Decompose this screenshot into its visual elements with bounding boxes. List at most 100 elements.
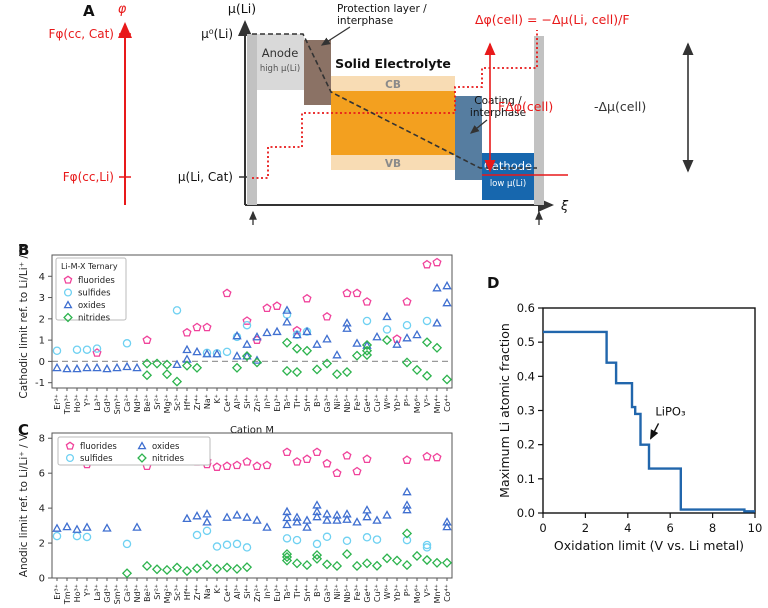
x-tick-label: 4 [624,521,631,535]
x-axis-label: Cation M [230,425,274,436]
y-tick-label: 4 [39,504,45,515]
mu-cat-label: μ(Li, Cat) [178,170,233,184]
x-category-label: Nd³⁺ [133,584,142,603]
plot-frame [542,307,756,514]
electrolyte-vb-band [331,155,455,170]
panel-label-c: C [18,421,30,439]
vb-label: VB [385,158,401,170]
y-tick-label: 1 [39,336,45,347]
step-line [543,330,755,513]
x-category-label: Cu²⁺ [373,584,382,602]
x-category-label: Zn²⁺ [253,394,262,412]
x-category-label: Y³⁺ [83,584,92,597]
x-category-label: Sc³⁺ [173,584,182,601]
cathode-subtitle: low μ(Li) [490,179,526,189]
electrolyte-cb-band [331,76,455,91]
x-tick-label: 10 [748,521,763,535]
x-category-label: Eu³⁺ [273,394,282,412]
x-category-label: Ni²⁺ [333,394,342,410]
protection-label-line1: Protection layer / [337,3,427,15]
x-category-label: Be²⁺ [143,584,152,602]
plot-frame [51,432,453,579]
plot-frame [51,254,453,389]
panel-c-chart: 0 2 4 6 8 Er³⁺ Tm³⁺ Ho³⁺ Y³⁺ La³⁺ Gd³⁺ Sm³⁺ Ca²⁺ Nd³⁺… [18,432,453,605]
x-category-label: Co⁴⁺ [443,394,452,412]
f-phi-li-label: Fφ(cc,Li) [63,170,114,184]
electrolyte-title: Solid Electrolyte [335,56,451,71]
y-tick-label: 0.5 [517,335,535,349]
anode-subtitle: high μ(Li) [260,64,300,74]
x-category-label: La³⁺ [93,394,102,411]
protection-label-line2: interphase [337,15,393,27]
neg-dmu-label: -Δμ(cell) [594,99,646,114]
x-category-label: Mo⁶⁺ [413,394,422,413]
annotation-arrow [650,423,660,440]
x-category-label: Nd³⁺ [133,394,142,413]
x-category-label: Er³⁺ [53,394,62,410]
y-tick-label: 0.2 [517,438,535,452]
x-category-label: Sm³⁺ [113,584,122,604]
series-fluorides [92,257,442,357]
cell-equation: Δφ(cell) = −Δμ(Li, cell)/F [475,12,630,27]
x-category-label: Ga³⁺ [323,584,332,603]
x-category-label: P⁵⁺ [403,394,412,406]
y-tick-label: 8 [39,434,45,445]
series-nitrides [141,335,453,387]
y-tick-label: 0.4 [517,369,535,383]
x-tick-label: 2 [582,521,589,535]
panel-b-chart: -1 0 1 2 3 4 Er³⁺ Tm³⁺ Ho³⁺ Y³⁺ La³⁺ Gd³⁺ Sm³⁺ Ca²⁺ Nd… [18,244,453,436]
x-category-label: Ti⁴⁺ [293,584,302,599]
protection-arrow [320,26,351,46]
x-category-label: Na⁺ [203,584,212,599]
panel-a-schematic: φ Fφ(cc, Cat) Fφ(cc,Li) μ(Li) μ⁰(Li) μ(L… [49,1,694,225]
y-tick-label: 3 [39,293,45,304]
x-axis-label: Oxidation limit (V vs. Li metal) [554,538,744,553]
y-tick-label: 4 [39,272,45,283]
panel-label-a: A [83,2,95,20]
y-tick-label: 0.6 [517,301,535,315]
x-category-label: Zn²⁺ [253,584,262,602]
x-category-label: Be²⁺ [143,394,152,412]
phi-profile-dotted [252,30,538,179]
x-category-label: Sn⁴⁺ [303,394,312,412]
y-tick-label: 0.3 [517,404,535,418]
x-category-label: Ce⁴⁺ [223,394,232,412]
x-category-label: Mg²⁺ [163,584,172,603]
y-tick-label: -1 [35,378,45,389]
legend-item-oxides: oxides [152,442,180,452]
x-category-label: Zr⁴⁺ [193,584,202,600]
legend-item-oxides: oxides [78,301,106,311]
coating-label-line2: interphase [470,107,526,119]
legend-item-nitrides: nitrides [78,314,111,324]
x-category-label: V⁵⁺ [423,394,432,407]
legend-title: Li-M-X Ternary [61,262,118,271]
x-category-label: Ta⁵⁺ [283,584,292,601]
legend: Li-M-X Ternary fluorides sulfides oxides nit… [55,257,127,324]
x-category-label: Sc³⁺ [173,394,182,411]
f-phi-cat-label: Fφ(cc, Cat) [49,27,114,41]
series-nitrides [121,528,453,579]
x-category-label: Gd³⁺ [103,394,112,413]
legend-item-sulfides: sulfides [78,289,111,299]
x-category-label: Al³⁺ [233,584,242,599]
series-sulfides [52,526,432,552]
x-category-label: B³⁺ [313,584,322,597]
x-category-label: Y³⁺ [83,394,92,407]
f-dphi-label: FΔφ(cell) [498,99,553,114]
panel-d-chart: 0 2 4 6 8 10 0.0 0.1 0.2 0.3 0.4 0.5 0.6 Oxidation li… [497,301,763,553]
x-category-label: Tm³⁺ [63,584,72,605]
x-category-label: Mn⁴⁺ [433,584,442,603]
x-category-label: Ta⁵⁺ [283,394,292,411]
current-collector-li-bar [247,34,257,205]
x-category-label: Mg²⁺ [163,394,172,413]
y-tick-label: 0 [39,357,45,368]
x-category-label: Nb⁵⁺ [343,584,352,603]
coating-box [455,96,482,180]
x-category-label: Tm³⁺ [63,394,72,415]
series-oxides [52,486,452,533]
x-category-label: K⁺ [213,394,222,403]
x-tick-label: 6 [667,521,674,535]
x-category-label: Ho³⁺ [73,394,82,412]
y-axis-label: Anodic limit ref. to Li/Li⁺ / V [18,433,30,577]
xi-axis-label: ξ [560,199,569,214]
